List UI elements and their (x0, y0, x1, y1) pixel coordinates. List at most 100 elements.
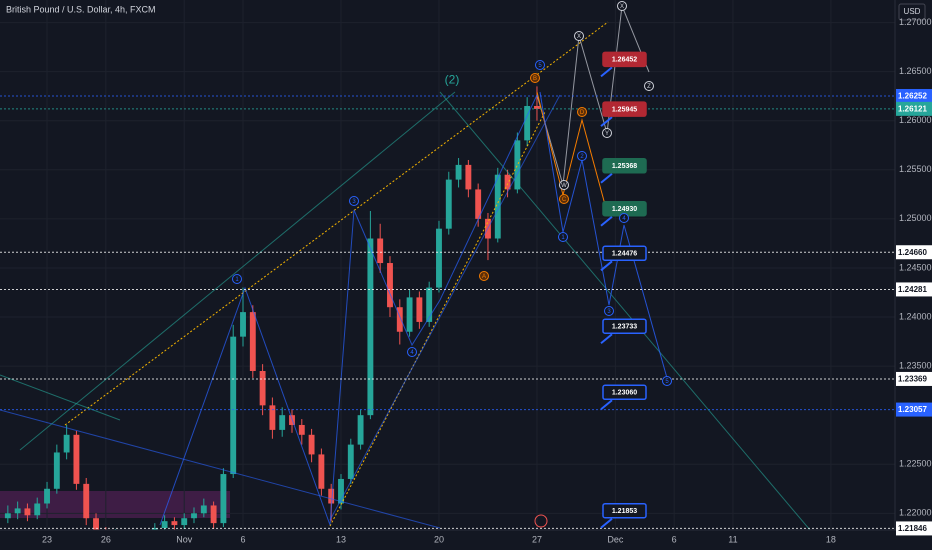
wave-label: Y (605, 131, 609, 137)
y-tick-label: 1.26500 (899, 66, 932, 76)
candle-body (347, 444, 354, 479)
candle-body (191, 513, 197, 519)
price-level-label: 1.24660 (898, 248, 927, 257)
trendline (329, 111, 546, 527)
wave-marker (662, 376, 672, 386)
candle-body (210, 505, 217, 524)
candle-body (269, 405, 276, 430)
price-level-box (896, 521, 932, 536)
wave-label: B (533, 76, 537, 82)
trendline (439, 91, 811, 530)
callout-arrow (600, 172, 613, 184)
wave-marker (577, 107, 587, 117)
candle-body (249, 312, 256, 371)
wave-marker (530, 73, 540, 83)
callout-box (602, 502, 647, 519)
candle-body (524, 106, 531, 141)
wave-label: A (482, 274, 486, 280)
y-tick-label: 1.23500 (899, 360, 932, 370)
wave-label: X (620, 4, 624, 10)
candle-body (455, 164, 462, 180)
drawings (0, 4, 811, 530)
x-tick-label: 26 (101, 534, 111, 544)
callout-label: 1.24930 (612, 206, 637, 213)
candle-body (387, 263, 393, 308)
wave-label: 1 (235, 277, 239, 283)
y-tick-label: 1.26000 (899, 115, 932, 125)
plot-area (0, 0, 895, 530)
trendline (64, 21, 609, 426)
price-level-label: 1.26252 (898, 92, 927, 101)
trendline (0, 409, 441, 529)
wave-marker (558, 232, 568, 242)
candle-body (416, 297, 423, 322)
candle-body (298, 424, 305, 435)
x-tick-label: 27 (532, 534, 542, 544)
price-level-label: 1.23369 (898, 375, 927, 384)
candle-body (24, 508, 31, 516)
x-tick-label: 11 (728, 534, 737, 544)
y-tick-label: 1.24500 (899, 262, 932, 272)
callout-arrow (600, 66, 613, 78)
wave-marker (574, 31, 584, 41)
candle-body (426, 287, 433, 322)
y-tick-label: 1.25500 (899, 164, 932, 174)
wave-label: D (580, 110, 585, 116)
x-tick-label: 23 (42, 534, 52, 544)
callout-box (602, 245, 647, 262)
y-tick-label: 1.22500 (899, 459, 932, 469)
wave-label: W (561, 183, 567, 189)
x-tick-label: 20 (434, 534, 444, 544)
price-level-box (896, 245, 932, 260)
candle-body (308, 434, 315, 455)
candle-body (396, 307, 403, 332)
candle-body (151, 528, 158, 530)
callout-box (602, 318, 647, 334)
callout-label: 1.24476 (612, 251, 637, 258)
candle-body (200, 505, 207, 514)
price-level-box (896, 282, 932, 297)
x-tick-label: 6 (240, 534, 245, 544)
price-level-label: 1.21846 (898, 524, 927, 533)
wave-marker (232, 274, 242, 284)
callout-arrow (600, 260, 613, 272)
wave-marker (479, 271, 489, 281)
candle-body (338, 478, 344, 504)
callout-label: 1.25945 (612, 106, 637, 113)
price-level-box (896, 402, 932, 417)
x-tick-label: 6 (672, 534, 677, 544)
callout-label: 1.25368 (612, 163, 637, 170)
trendline (0, 374, 121, 421)
wave-label: 4 (622, 216, 626, 222)
wave-marker (644, 81, 654, 91)
candle-body (377, 238, 384, 264)
event-icon[interactable] (534, 514, 548, 528)
candle-body (93, 518, 99, 530)
wave-label: 1 (561, 235, 565, 241)
wave-marker (602, 128, 612, 138)
wave-label: 5 (665, 379, 669, 385)
candle-body (357, 415, 364, 445)
candle-body (73, 434, 80, 484)
currency[interactable]: USD (904, 7, 921, 16)
wave-label: 3 (607, 309, 611, 315)
price-level-box (896, 101, 932, 116)
wave-label: 3 (352, 199, 356, 205)
wave-label: Z (647, 84, 651, 90)
currency-box[interactable] (898, 3, 926, 21)
callout-arrow (600, 215, 613, 227)
trendline (329, 94, 561, 521)
candle-body (504, 174, 511, 190)
price-level-label: 1.23057 (898, 405, 927, 414)
projection (536, 91, 608, 213)
callout-label: 1.26452 (612, 57, 637, 64)
x-tick-label: 13 (336, 534, 346, 544)
wave-label: C (562, 197, 567, 203)
price-level-box (896, 371, 932, 386)
projection (536, 4, 650, 186)
wave-label: 4 (410, 350, 414, 356)
candle-body (14, 508, 21, 514)
candle-body (259, 371, 266, 406)
x-tick-label: Nov (176, 534, 193, 544)
callout-box (602, 51, 647, 68)
